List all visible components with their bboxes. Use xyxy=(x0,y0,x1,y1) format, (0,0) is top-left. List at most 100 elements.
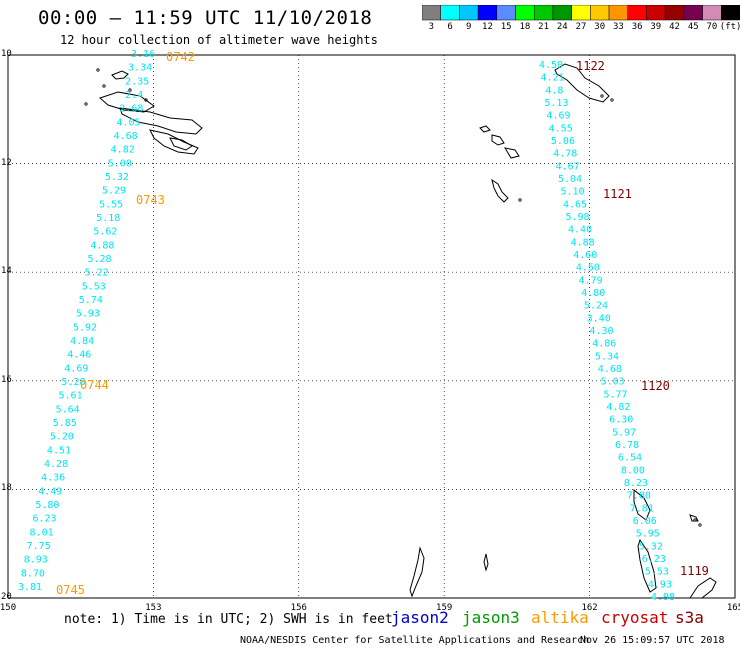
swh-value: 4.68 xyxy=(598,364,622,375)
swh-value: 5.74 xyxy=(79,295,103,306)
swh-value: 8.93 xyxy=(24,555,48,566)
y-tick-label: 16 xyxy=(1,374,12,385)
color-scale-label: 30 xyxy=(594,22,606,32)
swh-value: 8.70 xyxy=(21,568,45,579)
coastline-shape xyxy=(149,129,199,155)
swh-value: 5.10 xyxy=(560,187,584,198)
island-marker xyxy=(518,198,522,202)
color-scale-label: 24 xyxy=(556,22,568,32)
swh-value: 8.23 xyxy=(624,478,648,489)
color-scale-label: 21 xyxy=(538,22,549,32)
swh-value: 5.18 xyxy=(96,213,120,224)
swh-value: 5.24 xyxy=(584,301,608,312)
swh-value: 4.86 xyxy=(592,339,616,350)
coastline-outlines xyxy=(84,63,717,599)
swh-value: 4.69 xyxy=(64,363,88,374)
pass-time-label: 0743 xyxy=(136,193,165,207)
coastline-shape xyxy=(491,178,509,203)
coastline-shape xyxy=(409,546,425,598)
island-marker xyxy=(84,102,88,106)
coastline-shape xyxy=(689,514,699,522)
swh-value: 5.93 xyxy=(76,309,100,320)
swh-value: 5.34 xyxy=(595,351,619,362)
color-scale-label: 27 xyxy=(575,22,587,32)
y-tick-label: 20 xyxy=(1,592,12,602)
swh-value: 8.01 xyxy=(30,527,54,538)
swh-value: 5.53 xyxy=(82,281,106,292)
coastline-shape xyxy=(503,147,520,159)
coastline-shape xyxy=(689,577,717,599)
color-scale-label: 36 xyxy=(631,22,643,32)
swh-value: 5.32 xyxy=(639,541,663,552)
swh-value: 4.50 xyxy=(539,60,563,71)
swh-value: 5.53 xyxy=(645,567,669,578)
swh-value: 4.28 xyxy=(44,459,68,470)
sat-jason2-label: jason2 xyxy=(391,608,449,627)
x-tick-label: 159 xyxy=(436,603,453,613)
swh-value: 2.35 xyxy=(125,76,149,87)
color-scale-label: 45 xyxy=(687,22,699,32)
swh-value: 5.61 xyxy=(59,391,83,402)
swh-value: 4.30 xyxy=(589,326,613,337)
coastline-shape xyxy=(491,134,505,146)
swh-value: 6.30 xyxy=(609,415,633,426)
chart-title: 00:00 – 11:59 UTC 11/10/2018 xyxy=(38,7,373,29)
swh-value: 4.80 xyxy=(581,288,605,299)
swh-value: 4.60 xyxy=(573,250,597,261)
swh-value: 4.40 xyxy=(568,225,592,236)
color-scale-label: (ft) xyxy=(719,22,740,32)
credit-text: NOAA/NESDIS Center for Satellite Applica… xyxy=(240,635,590,646)
swh-value: 4.05 xyxy=(116,117,140,128)
swh-value: 3.16 xyxy=(131,49,155,60)
y-tick-label: 12 xyxy=(1,157,12,168)
swh-value: 5.92 xyxy=(73,322,97,333)
swh-value: 7.75 xyxy=(27,541,51,552)
swh-value: 4.88 xyxy=(90,240,114,251)
swh-value: 6.78 xyxy=(615,440,639,451)
swh-value: 5.06 xyxy=(551,136,575,147)
coastline-shape xyxy=(633,488,651,521)
footer-note: note: 1) Time is in UTC; 2) SWH is in fe… xyxy=(64,612,393,627)
swh-value: 5.28 xyxy=(61,377,85,388)
swh-value: 5.13 xyxy=(544,98,568,109)
coastline-shape xyxy=(119,107,203,135)
swh-value: 4.78 xyxy=(553,149,577,160)
swh-value: 5.20 xyxy=(50,432,74,443)
pass-time-label: 1119 xyxy=(680,564,709,578)
x-tick-label: 150 xyxy=(0,603,17,613)
swh-value: 5.98 xyxy=(565,212,589,223)
swh-value: 2.4 xyxy=(125,90,143,101)
color-scale-label: 9 xyxy=(466,22,472,32)
swh-value: 4.82 xyxy=(111,145,135,156)
swh-value: 5.32 xyxy=(105,172,129,183)
swh-value: 5.95 xyxy=(636,529,660,540)
x-tick-label: 156 xyxy=(290,603,307,613)
swh-value: 7.81 xyxy=(630,503,654,514)
swh-value: 4.51 xyxy=(47,445,71,456)
swh-value: 3.40 xyxy=(587,313,611,324)
swh-value: 4.21 xyxy=(540,73,564,84)
swh-value: 5.77 xyxy=(603,389,627,400)
swh-value: 6.54 xyxy=(618,453,642,464)
color-scale-label: 33 xyxy=(612,22,624,32)
swh-value: 4.46 xyxy=(67,350,91,361)
swh-value: 4.68 xyxy=(114,131,138,142)
x-tick-label: 153 xyxy=(145,603,162,613)
sat-cryosat-label: cryosat xyxy=(601,608,669,627)
pass-time-label: 1120 xyxy=(641,379,670,393)
island-marker xyxy=(610,98,614,102)
coastline-shape xyxy=(99,91,155,113)
color-scale-label: 42 xyxy=(669,22,680,32)
swh-value: 4.55 xyxy=(549,123,573,134)
color-scale-label: 70 xyxy=(706,22,718,32)
pass-time-label: 0745 xyxy=(56,583,85,597)
island-marker xyxy=(600,94,604,98)
color-scale-label: 15 xyxy=(500,22,512,32)
color-scale-labels: 3 6 9 12 15 18 21 24 27 30 33 36 39 42 45 70 (ft) xyxy=(422,22,740,34)
sat-altika-label: altika xyxy=(531,608,589,627)
coastline-shape xyxy=(554,63,610,103)
x-tick-label: 162 xyxy=(581,603,598,613)
swh-value: 4.65 xyxy=(563,199,587,210)
swh-value: 5.22 xyxy=(85,268,109,279)
